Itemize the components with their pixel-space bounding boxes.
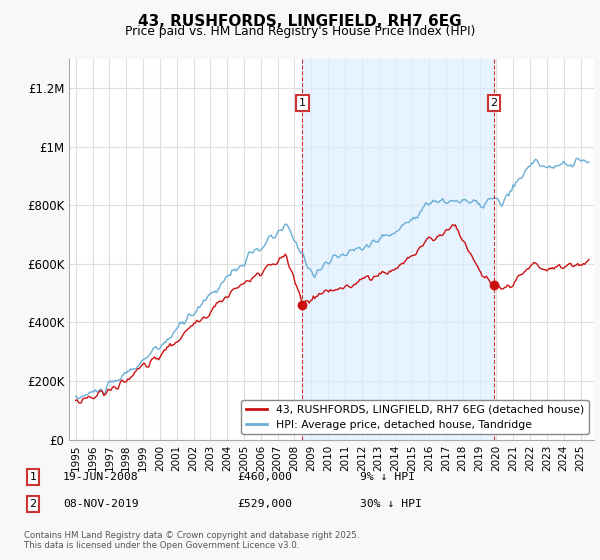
Bar: [302, 59, 494, 440]
Text: 43, RUSHFORDS, LINGFIELD, RH7 6EG: 43, RUSHFORDS, LINGFIELD, RH7 6EG: [138, 14, 462, 29]
Text: 9% ↓ HPI: 9% ↓ HPI: [360, 472, 415, 482]
Text: Price paid vs. HM Land Registry's House Price Index (HPI): Price paid vs. HM Land Registry's House …: [125, 25, 475, 38]
Text: Contains HM Land Registry data © Crown copyright and database right 2025.
This d: Contains HM Land Registry data © Crown c…: [24, 530, 359, 550]
Text: 1: 1: [299, 98, 306, 108]
Text: 08-NOV-2019: 08-NOV-2019: [63, 499, 139, 509]
Text: 19-JUN-2008: 19-JUN-2008: [63, 472, 139, 482]
Text: 1: 1: [29, 472, 37, 482]
Text: 2: 2: [29, 499, 37, 509]
Legend: 43, RUSHFORDS, LINGFIELD, RH7 6EG (detached house), HPI: Average price, detached: 43, RUSHFORDS, LINGFIELD, RH7 6EG (detac…: [241, 400, 589, 434]
Text: £529,000: £529,000: [237, 499, 292, 509]
Text: 2: 2: [490, 98, 497, 108]
Text: £460,000: £460,000: [237, 472, 292, 482]
Text: 30% ↓ HPI: 30% ↓ HPI: [360, 499, 422, 509]
